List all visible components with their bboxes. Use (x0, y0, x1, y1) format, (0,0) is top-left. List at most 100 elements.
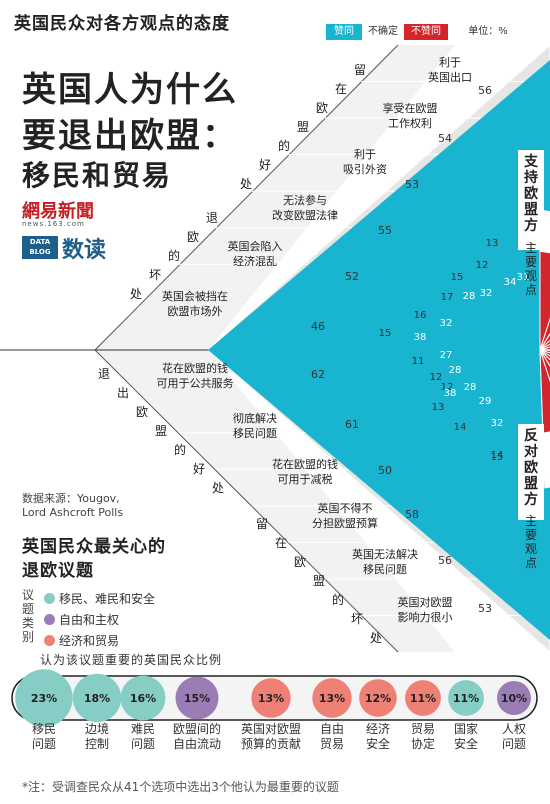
issue-bubble-value: 10% (501, 692, 527, 705)
issue-label-line: 自由流动 (172, 737, 221, 751)
issue-bubble-value: 11% (410, 692, 436, 705)
upper-harm-group-label: 退 (206, 211, 218, 225)
issue-bubble-value: 13% (319, 692, 345, 705)
support-point-label: 英国出口 (428, 70, 472, 84)
support-point-label: 英国会被挡在 (162, 289, 228, 303)
support-disagree-value: 31 (517, 272, 530, 283)
support-agree-value: 46 (311, 320, 325, 333)
bottom-title-line1: 英国民众最关心的 (22, 537, 166, 557)
header-title: 英国民众对各方观点的态度 (14, 14, 230, 34)
main-title-line3: 移民和贸易 (22, 159, 173, 192)
issue-label-line: 贸易 (410, 722, 435, 736)
oppose-unsure-value: 14 (454, 422, 467, 433)
oppose-point-label: 花在欧盟的钱 (162, 361, 228, 375)
support-disagree-wedge (539, 333, 550, 351)
upper-benefit-group-label: 处 (240, 177, 252, 191)
oppose-side-label: 反 (524, 427, 538, 444)
oppose-side-label: 对 (524, 443, 538, 460)
legend-disagree: 不赞同 (404, 24, 448, 40)
source-line1: 数据来源：Yougov, (22, 492, 120, 505)
category-economy: 经济和贸易 (44, 632, 119, 649)
support-point-label: 利于 (354, 148, 376, 161)
upper-benefit-group-label: 留 (354, 63, 366, 77)
oppose-side-sublabel: 主 (525, 514, 537, 528)
lower-benefit-group-label: 欧 (136, 405, 148, 419)
issue-label: 边境 控制 (67, 722, 127, 752)
issue-bubble (312, 678, 352, 718)
oppose-unsure-value: 14 (491, 450, 504, 461)
lower-harm-group-label: 处 (370, 631, 382, 645)
shudu-logo: 数读 (62, 238, 107, 263)
lower-agree-region (208, 350, 550, 640)
oppose-side-label: 欧 (524, 459, 538, 476)
lower-benefit-group-label: 退 (98, 367, 110, 381)
lower-group-strip (95, 350, 455, 652)
support-unsure-value: 16 (414, 310, 427, 321)
lower-benefit-group-label: 好 (193, 462, 205, 476)
support-side-label: 持 (524, 169, 538, 186)
issue-label: 人权 问题 (484, 722, 544, 752)
upper-agree-region (208, 60, 550, 350)
issue-bubble-value: 16% (130, 692, 156, 705)
issue-label-line: 人权 (501, 722, 526, 736)
lower-harm-group-label: 的 (332, 592, 344, 607)
support-point-label: 吸引外资 (343, 162, 387, 176)
oppose-point-label: 影响力很小 (398, 610, 453, 624)
bottom-title-line2: 退欧议题 (22, 561, 94, 581)
oppose-side-sublabel: 要 (525, 528, 537, 542)
support-disagree-value: 32 (440, 318, 453, 329)
support-side-label: 欧 (524, 185, 538, 202)
issue-bubble (15, 669, 73, 727)
issue-label: 难民 问题 (113, 722, 173, 752)
issue-label-line: 欧盟间的 (172, 722, 221, 736)
source-note: 数据来源：Yougov, Lord Ashcroft Polls (22, 492, 123, 520)
support-unsure-value: 12 (476, 260, 489, 271)
oppose-unsure-value: 13 (432, 402, 445, 413)
category-label: 自由和主权 (59, 613, 120, 627)
support-agree-value: 55 (378, 224, 392, 237)
lower-benefit-group-label: 盟 (155, 424, 167, 438)
oppose-point-label: 可用于公共服务 (157, 377, 234, 390)
upper-harm-group-label: 的 (168, 248, 180, 263)
support-disagree-value: 34 (504, 277, 517, 288)
issue-bubble-value: 23% (31, 692, 57, 705)
issue-label: 英国对欧盟 预算的贡献 (241, 722, 301, 752)
support-point-label: 英国会陷入 (228, 239, 283, 253)
support-point-label: 改变欧盟法律 (272, 208, 338, 222)
oppose-agree-value: 53 (478, 602, 492, 615)
issue-label: 自由 贸易 (302, 722, 362, 752)
oppose-agree-value: 62 (311, 368, 325, 381)
issue-label-line: 难民 (130, 722, 155, 736)
issue-label-line: 协定 (410, 737, 435, 751)
oppose-side-sublabel: 观 (525, 542, 537, 556)
support-disagree-wedge (539, 339, 550, 351)
legend-agree: 赞同 (326, 24, 362, 40)
datablog-logo: DATA BLOG (22, 236, 58, 259)
oppose-disagree-value: 28 (464, 382, 477, 393)
purple-dot-icon (44, 614, 55, 625)
support-disagree-wedge (539, 343, 550, 351)
issue-bubble (251, 678, 291, 718)
issue-label: 经济 安全 (348, 722, 408, 752)
issue-bubble (175, 676, 219, 720)
issue-bubble (72, 673, 122, 723)
support-point-label: 工作权利 (388, 117, 432, 130)
issue-bubble-value: 18% (84, 692, 110, 705)
issue-bubble (497, 681, 531, 715)
oppose-disagree-value: 32 (491, 418, 504, 429)
oppose-point-label: 分担欧盟预算 (312, 516, 378, 530)
support-disagree-value: 32 (480, 288, 493, 299)
upper-harm-group-label: 欧 (187, 230, 199, 244)
support-disagree-wedge (539, 346, 550, 351)
issue-label-line: 自由 (319, 722, 344, 736)
oppose-side-sublabel: 点 (525, 556, 537, 570)
lower-outer-diagonal (94, 349, 399, 653)
support-point-label: 享受在欧盟 (383, 101, 438, 115)
issue-label-line: 边境 (84, 722, 109, 736)
oppose-disagree-value: 28 (449, 365, 462, 376)
oppose-side-label: 盟 (524, 476, 538, 492)
category-immigration: 移民、难民和安全 (44, 590, 155, 607)
oppose-unsure-value: 12 (430, 372, 443, 383)
issue-label-line: 安全 (453, 737, 478, 751)
lower-harm-group-label: 留 (256, 517, 268, 531)
